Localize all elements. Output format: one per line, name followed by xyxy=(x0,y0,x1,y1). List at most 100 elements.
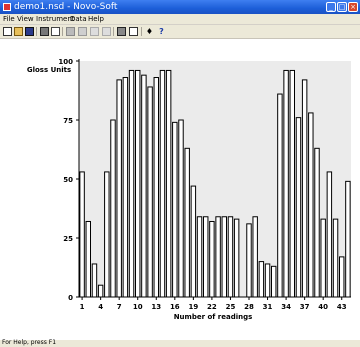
bar xyxy=(233,218,240,298)
menu-instrument[interactable]: Instrument xyxy=(36,15,75,23)
bar xyxy=(116,79,122,298)
x-axis-label: Number of readings xyxy=(174,313,253,321)
chart-icon[interactable] xyxy=(78,27,87,36)
cut-icon[interactable] xyxy=(66,27,75,36)
bar xyxy=(258,261,265,298)
menu-bar: File View Instrument Data Help xyxy=(0,14,360,25)
y-tick-label: 25 xyxy=(63,235,73,243)
x-tick-label: 34 xyxy=(281,303,291,311)
print-icon[interactable] xyxy=(40,27,49,36)
status-bar: For Help, press F1 xyxy=(0,339,360,347)
bar xyxy=(196,216,203,298)
bar xyxy=(227,216,234,298)
graph-icon[interactable] xyxy=(90,27,99,36)
bar xyxy=(339,256,345,298)
x-tick-label: 19 xyxy=(188,303,198,311)
window-title: demo1.nsd - Novo-Soft xyxy=(14,2,118,12)
open-icon[interactable] xyxy=(14,27,23,36)
bar xyxy=(159,69,166,298)
bar xyxy=(178,119,184,298)
save-icon[interactable] xyxy=(25,27,34,36)
x-tick-label: 7 xyxy=(117,303,122,311)
toolbar-separator xyxy=(141,27,142,36)
title-bar: demo1.nsd - Novo-Soft _ □ × xyxy=(0,0,360,14)
bar xyxy=(203,216,209,298)
y-tick-label: 0 xyxy=(68,294,73,302)
x-tick-label: 22 xyxy=(207,303,217,311)
bar xyxy=(184,147,190,298)
bar xyxy=(283,69,289,298)
x-tick-label: 31 xyxy=(263,303,273,311)
bar xyxy=(104,171,110,298)
bar xyxy=(246,223,252,298)
bar xyxy=(314,147,320,298)
bar xyxy=(141,74,147,298)
bar xyxy=(122,77,129,298)
x-tick-label: 1 xyxy=(80,303,85,311)
y-tick-label: 50 xyxy=(63,176,73,184)
menu-data[interactable]: Data xyxy=(70,15,87,23)
menu-file[interactable]: File xyxy=(3,15,15,23)
minimize-button[interactable]: _ xyxy=(326,2,336,12)
x-tick-label: 40 xyxy=(318,303,328,311)
table-icon[interactable] xyxy=(117,27,126,36)
y-tick-label: 100 xyxy=(58,58,73,66)
menu-view[interactable]: View xyxy=(17,15,34,23)
menu-help[interactable]: Help xyxy=(88,15,104,23)
zoom-icon[interactable] xyxy=(129,27,138,36)
bar xyxy=(277,93,283,298)
bar xyxy=(308,112,314,298)
bar xyxy=(209,220,215,298)
new-icon[interactable] xyxy=(3,27,12,36)
bar xyxy=(85,220,92,298)
bar xyxy=(332,218,339,298)
x-tick-label: 25 xyxy=(226,303,236,311)
bar xyxy=(264,263,271,298)
bar xyxy=(301,79,308,298)
bar xyxy=(215,216,221,298)
bar xyxy=(221,216,228,298)
toolbar-separator xyxy=(62,27,63,36)
help-icon[interactable]: ? xyxy=(159,27,164,36)
status-text: For Help, press F1 xyxy=(2,339,57,346)
bar xyxy=(252,216,258,298)
bar xyxy=(326,171,333,298)
x-tick-label: 16 xyxy=(170,303,180,311)
x-tick-label: 10 xyxy=(133,303,143,311)
print-preview-icon[interactable] xyxy=(51,27,60,36)
bar xyxy=(97,284,104,298)
bar xyxy=(165,69,172,298)
bar xyxy=(153,77,160,298)
export-icon[interactable] xyxy=(102,27,111,36)
x-tick-label: 28 xyxy=(244,303,254,311)
bar xyxy=(110,119,116,298)
chart-area: 0 25 50 75 100 Gloss Units 1 4 7 10 13 16 19 22 25 28 31… xyxy=(0,39,360,340)
instrument-icon[interactable]: ♦ xyxy=(145,27,154,36)
x-tick-label: 13 xyxy=(151,303,161,311)
app-icon xyxy=(3,3,11,11)
x-tick-label: 43 xyxy=(337,303,347,311)
close-button[interactable]: × xyxy=(348,2,358,12)
bar xyxy=(128,69,135,298)
bar xyxy=(190,185,197,298)
x-tick-label: 37 xyxy=(300,303,310,311)
x-tick-label: 4 xyxy=(98,303,103,311)
bar xyxy=(172,121,178,298)
bar xyxy=(79,171,85,298)
y-axis-label: Gloss Units xyxy=(27,66,71,74)
bar xyxy=(295,117,302,298)
bar xyxy=(135,69,141,298)
bar xyxy=(289,69,295,298)
bar xyxy=(91,263,98,298)
bar xyxy=(147,86,153,298)
toolbar: ♦ ? xyxy=(0,25,360,39)
y-tick-label: 75 xyxy=(63,117,73,125)
maximize-button[interactable]: □ xyxy=(337,2,347,12)
bar xyxy=(271,265,277,298)
toolbar-separator xyxy=(113,27,114,36)
bar xyxy=(320,218,326,298)
bar xyxy=(345,180,351,298)
toolbar-separator xyxy=(36,27,37,36)
